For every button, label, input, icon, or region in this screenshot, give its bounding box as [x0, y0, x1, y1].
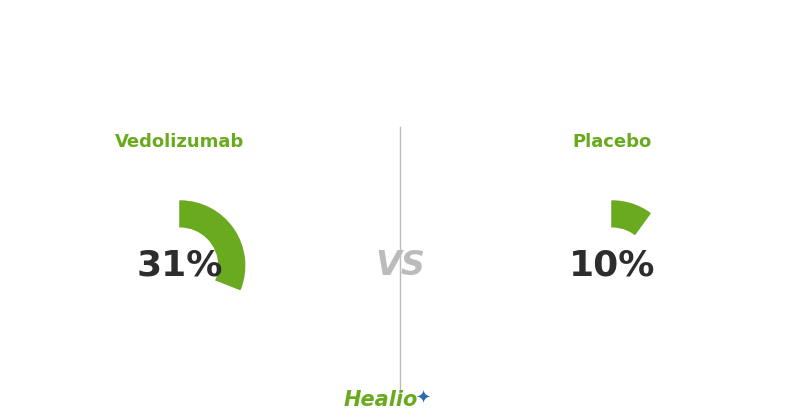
Text: remission at week 14:: remission at week 14: — [284, 77, 516, 96]
Text: Healio: Healio — [344, 390, 418, 410]
Wedge shape — [612, 201, 650, 235]
Text: VS: VS — [375, 249, 425, 282]
Wedge shape — [180, 201, 245, 289]
Text: Placebo: Placebo — [572, 133, 652, 151]
Text: ✦: ✦ — [415, 390, 430, 408]
Wedge shape — [180, 201, 245, 289]
Text: Vedolizumab: Vedolizumab — [115, 133, 245, 151]
Circle shape — [574, 228, 650, 303]
Wedge shape — [612, 201, 650, 235]
Text: 31%: 31% — [137, 249, 223, 283]
Circle shape — [142, 228, 218, 303]
Text: 10%: 10% — [569, 249, 655, 283]
Text: Modified Pouchitis Disease Activity Index-defined: Modified Pouchitis Disease Activity Inde… — [137, 29, 663, 48]
